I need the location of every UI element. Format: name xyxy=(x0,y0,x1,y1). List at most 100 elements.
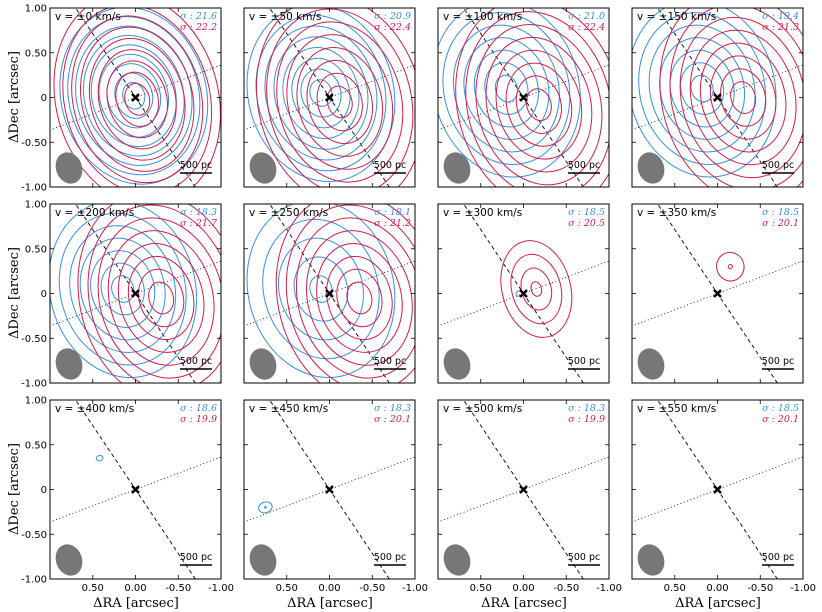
y-tick-label: 0.50 xyxy=(25,244,47,255)
x-axis-label: ΔRA [arcsec] xyxy=(675,596,761,611)
channel-panel: v = ±500 km/s σ : 18.3σ : 19.9 500 pc 0.50 0… xyxy=(437,399,622,594)
x-tick-label: -1.00 xyxy=(790,583,816,594)
red-contour xyxy=(266,8,414,187)
red-contour xyxy=(336,268,383,328)
blue-contour xyxy=(262,218,380,360)
red-contour xyxy=(80,26,195,172)
x-tick-label: -1.00 xyxy=(208,583,234,594)
x-tick-label: 0.00 xyxy=(706,583,728,594)
nucleus-marker xyxy=(325,93,334,102)
scale-bar-label: 500 pc xyxy=(180,160,212,171)
channel-panel: v = ±50 km/s σ : 20.9σ : 22.4 500 pc xyxy=(243,7,416,188)
y-axis-label: ΔDec [arcsec] xyxy=(7,247,22,339)
red-contour xyxy=(256,8,415,187)
y-tick-label: 0 xyxy=(41,93,47,104)
beam-ellipse xyxy=(249,544,277,576)
blue-contour xyxy=(258,501,273,514)
red-contour xyxy=(316,72,363,132)
red-contour xyxy=(88,37,186,161)
blue-contour xyxy=(291,57,351,129)
y-tick-label: -0.50 xyxy=(21,334,47,345)
velocity-label: v = ±500 km/s xyxy=(443,403,522,415)
x-tick-label: 0.00 xyxy=(124,583,146,594)
beam-ellipse xyxy=(443,348,471,380)
red-contour xyxy=(71,15,204,184)
blue-contour xyxy=(669,49,735,128)
blue-contour xyxy=(659,37,746,140)
blue-contour xyxy=(59,8,209,185)
x-tick-label: -0.50 xyxy=(165,583,191,594)
beam-ellipse xyxy=(637,152,665,184)
y-axis-label: ΔDec [arcsec] xyxy=(7,51,22,143)
sigma-red-label: σ : 20.1 xyxy=(762,414,799,425)
blue-contour xyxy=(309,275,333,303)
red-contour xyxy=(306,59,373,145)
channel-panel: v = ±400 km/s σ : 18.6σ : 19.9 500 pc 1.00 0… xyxy=(21,396,234,595)
x-axis-label: ΔRA [arcsec] xyxy=(93,596,179,611)
velocity-label: v = ±350 km/s xyxy=(637,207,716,219)
red-contour xyxy=(276,21,404,183)
y-tick-label: -0.50 xyxy=(21,138,47,149)
y-tick-label: 1.00 xyxy=(25,4,47,15)
nucleus-marker xyxy=(713,289,722,298)
red-contour xyxy=(505,62,573,147)
nucleus-marker xyxy=(325,485,334,494)
scale-bar-label: 500 pc xyxy=(374,160,406,171)
red-contour xyxy=(727,264,733,270)
sigma-red-label: σ : 19.9 xyxy=(568,414,605,425)
x-axis-label: ΔRA [arcsec] xyxy=(287,596,373,611)
velocity-label: v = ±300 km/s xyxy=(443,207,522,219)
nucleus-marker xyxy=(325,289,334,298)
sigma-blue-label: σ : 19.4 xyxy=(762,11,799,22)
red-contour xyxy=(97,49,177,150)
y-tick-label: -1.00 xyxy=(21,575,47,586)
velocity-label: v = ±400 km/s xyxy=(55,403,134,415)
sigma-red-label: σ : 21.7 xyxy=(180,218,218,229)
blue-contour xyxy=(69,225,177,353)
red-contour xyxy=(455,8,609,187)
beam-ellipse xyxy=(443,152,471,184)
nucleus-marker xyxy=(131,289,140,298)
nucleus-marker xyxy=(131,485,140,494)
blue-contour xyxy=(263,506,267,509)
red-contour xyxy=(465,11,609,187)
scale-bar-label: 500 pc xyxy=(568,356,600,367)
blue-contour xyxy=(648,24,756,153)
x-tick-label: 0.50 xyxy=(470,583,492,594)
x-tick-label: -0.50 xyxy=(747,583,773,594)
scale-bar-label: 500 pc xyxy=(762,160,794,171)
velocity-label: v = ±150 km/s xyxy=(637,11,716,23)
blue-contour xyxy=(632,8,777,178)
red-contour xyxy=(286,34,394,170)
channel-panel: v = ±100 km/s σ : 21.0σ : 22.4 500 pc xyxy=(437,7,610,188)
channel-panel: v = ±150 km/s σ : 19.4σ : 21.3 500 pc xyxy=(631,7,804,188)
sigma-blue-label: σ : 20.9 xyxy=(374,11,411,22)
red-contour xyxy=(285,204,415,383)
x-tick-label: 0.50 xyxy=(664,583,686,594)
sigma-blue-label: σ : 18.3 xyxy=(568,403,605,414)
blue-contour xyxy=(300,68,342,118)
x-tick-label: 0.50 xyxy=(82,583,104,594)
x-tick-label: -0.50 xyxy=(359,583,385,594)
red-contour xyxy=(275,204,415,383)
scale-bar-label: 500 pc xyxy=(374,552,406,563)
channel-panel: v = ±350 km/s σ : 18.5σ : 20.1 500 pc xyxy=(631,203,804,384)
sigma-red-label: σ : 21.3 xyxy=(762,22,799,33)
velocity-label: v = ±50 km/s xyxy=(249,11,322,23)
red-contour xyxy=(107,230,215,366)
blue-contour xyxy=(82,34,185,157)
red-contour xyxy=(515,75,562,134)
sigma-blue-label: σ : 21.0 xyxy=(568,11,605,22)
sigma-red-label: σ : 19.9 xyxy=(180,414,217,425)
channel-panel: v = ±300 km/s σ : 18.5σ : 20.5 500 pc xyxy=(437,203,610,384)
red-contour xyxy=(326,255,393,341)
red-contour xyxy=(97,217,221,379)
red-contour xyxy=(295,217,415,379)
x-tick-label: 0.50 xyxy=(276,583,298,594)
scale-bar-label: 500 pc xyxy=(762,356,794,367)
sigma-blue-label: σ : 18.5 xyxy=(568,207,605,218)
blue-contour xyxy=(95,454,104,462)
nucleus-marker xyxy=(519,289,528,298)
beam-ellipse xyxy=(249,348,277,380)
